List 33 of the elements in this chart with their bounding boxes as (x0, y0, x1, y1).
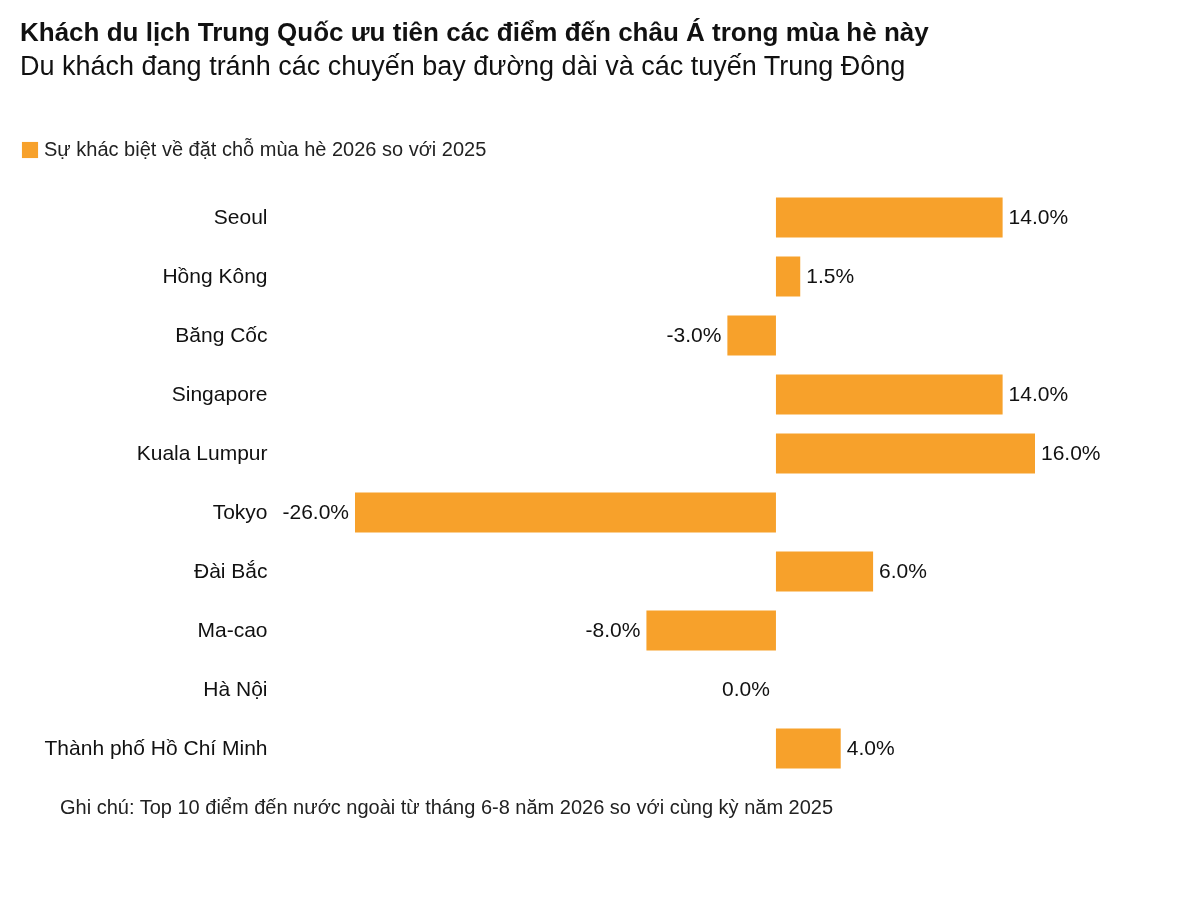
y-tick-label: Ma-cao (197, 617, 268, 641)
y-tick-label: Seoul (213, 204, 268, 228)
y-tick-label: Kuala Lumpur (136, 440, 268, 464)
chart-subtitle: Du khách đang tránh các chuyến bay đường dài và các tuyến Trung Đông (20, 51, 906, 81)
bar (355, 492, 776, 533)
data-label: -3.0% (666, 322, 722, 346)
bar (775, 197, 1003, 238)
data-label: 1.5% (806, 263, 855, 287)
y-tick-label: Đài Bắc (193, 558, 268, 582)
bar (775, 374, 1003, 415)
y-tick-label: Hà Nội (203, 676, 268, 700)
chart-title: Khách du lịch Trung Quốc ưu tiên các điểm đến châu Á trong mùa hè này (20, 17, 930, 47)
data-label: 14.0% (1008, 204, 1069, 228)
text: Ghi chú: Top 10 điểm đến nước ngoài từ tháng 6-8 năm 2026 so với cùng kỳ năm 2025 (60, 795, 835, 820)
bar (775, 728, 841, 769)
legend-label: Sự khác biệt về đặt chỗ mùa hè 2026 so với 2025 (44, 138, 487, 160)
bar (646, 610, 776, 651)
data-label: 4.0% (846, 735, 895, 759)
y-tick-label: Băng Cốc (175, 322, 268, 346)
bar (775, 433, 1035, 474)
y-tick-label: Tokyo (212, 499, 268, 523)
y-tick-label: Singapore (171, 381, 268, 405)
data-label: 16.0% (1041, 440, 1101, 464)
data-label: -8.0% (585, 617, 641, 641)
bar (727, 315, 776, 356)
data-label: 14.0% (1008, 381, 1069, 405)
data-label: -26.0% (282, 499, 349, 523)
y-tick-label: Hồng Kông (162, 263, 268, 287)
data-label: 6.0% (879, 558, 927, 582)
data-label: 0.0% (722, 676, 770, 700)
bar (775, 551, 874, 592)
y-tick-label: Thành phố Hồ Chí Minh (44, 735, 268, 759)
bar (775, 256, 801, 297)
